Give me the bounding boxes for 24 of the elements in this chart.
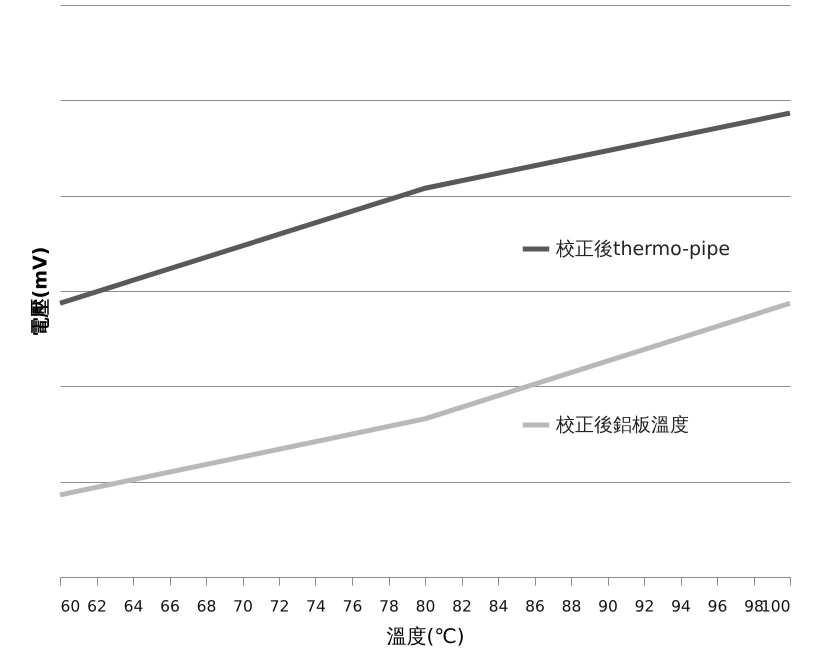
x-tick-label: 70 — [233, 598, 253, 616]
x-tick-label: 88 — [562, 598, 582, 616]
legend-label: 校正後thermo-pipe — [555, 238, 730, 260]
x-tick-label: 86 — [525, 598, 545, 616]
x-tick-label: 92 — [634, 598, 654, 616]
x-tick-label: 78 — [379, 598, 399, 616]
legend-label: 校正後鋁板溫度 — [555, 414, 689, 436]
x-tick-label: 80 — [416, 598, 436, 616]
x-tick-label: 68 — [196, 598, 216, 616]
x-tick-label: 96 — [708, 598, 728, 616]
x-tick-label: 98 — [744, 598, 764, 616]
x-tick-label: 60 — [60, 598, 80, 616]
x-tick-label: 76 — [342, 598, 362, 616]
x-tick-label: 62 — [87, 598, 107, 616]
y-axis-title: 電壓(mV) — [30, 246, 52, 336]
x-tick-label: 94 — [671, 598, 691, 616]
x-axis-title: 溫度(℃) — [386, 624, 465, 648]
x-tick-label: 90 — [598, 598, 618, 616]
x-tick-label: 72 — [270, 598, 290, 616]
x-tick-label: 64 — [124, 598, 144, 616]
x-tick-label: 66 — [160, 598, 180, 616]
x-tick-label: 82 — [452, 598, 472, 616]
x-tick-label: 84 — [488, 598, 508, 616]
x-tick-label: 74 — [306, 598, 326, 616]
